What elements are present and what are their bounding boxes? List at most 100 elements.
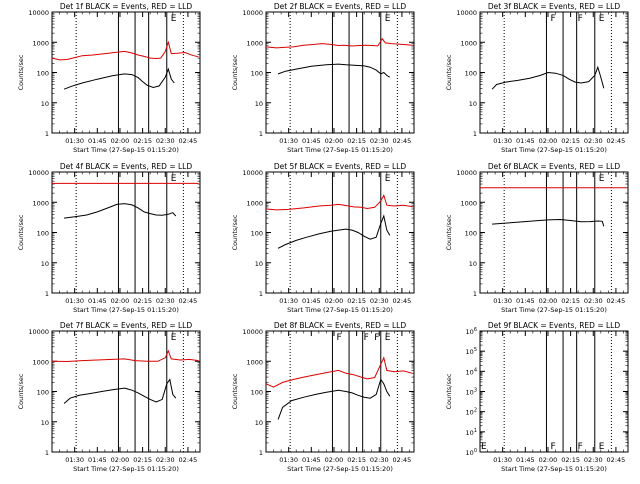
x-axis-label: Start Time (27-Sep-15 01:15:20) [287, 146, 393, 154]
y-tick-label: 10 [255, 100, 263, 108]
x-tick-label: 02:45 [393, 137, 412, 145]
x-tick-label: 01:30 [65, 137, 84, 145]
y-tick-label: 1000 [32, 39, 49, 47]
x-tick-label: 02:15 [347, 137, 366, 145]
x-tick-label: 01:30 [493, 456, 512, 464]
detector-panel-2: Det 2f BLACK = Events, RED = LLD 1 10 100 10… [231, 2, 414, 154]
y-tick-label: 10 [255, 260, 263, 268]
x-tick-label: 02:00 [111, 297, 130, 305]
x-tick-label: 01:45 [302, 297, 321, 305]
panel-title: Det 1f BLACK = Events, RED = LLD [60, 2, 193, 11]
plot-frame [52, 172, 200, 293]
x-tick-label: 02:15 [561, 456, 580, 464]
flag-marker-e: E [385, 333, 391, 343]
panel-title: Det 8f BLACK = Events, RED = LLD [274, 321, 407, 330]
y-axis-label: Counts/sec [231, 54, 239, 90]
flag-marker-f: F [336, 333, 341, 343]
x-axis-label: Start Time (27-Sep-15 01:15:20) [73, 306, 179, 314]
y-tick-label: 1 [473, 130, 477, 138]
x-tick-label: 02:45 [393, 297, 412, 305]
detector-panel-6: Det 6f BLACK = Events, RED = LLD 1 10 100 10… [445, 162, 628, 314]
y-axis-label: Counts/sec [445, 214, 453, 250]
plot-canvas: Det 1f BLACK = Events, RED = LLD11010010… [0, 0, 640, 480]
panel-title: Det 7f BLACK = Events, RED = LLD [60, 321, 193, 330]
detector-panel-7: Det 7f BLACK = Events, RED = LLD 1 10 100 10… [17, 321, 200, 473]
flag-marker-e: E [171, 14, 177, 24]
x-tick-label: 02:15 [133, 297, 152, 305]
y-tick-label: 1000 [460, 199, 477, 207]
flag-marker-f: F [578, 442, 583, 452]
x-tick-label: 01:30 [493, 137, 512, 145]
x-tick-label: 02:45 [607, 137, 626, 145]
y-tick-label: 1 [259, 290, 263, 298]
lld-series-line [52, 42, 199, 60]
x-tick-label: 01:30 [65, 297, 84, 305]
y-tick-label: 104 [466, 367, 477, 376]
x-tick-label: 01:45 [88, 297, 107, 305]
panel-title: Det 2f BLACK = Events, RED = LLD [274, 2, 407, 11]
x-axis-label: Start Time (27-Sep-15 01:15:20) [501, 306, 607, 314]
y-tick-label: 105 [466, 347, 477, 356]
x-tick-label: 01:45 [88, 137, 107, 145]
y-tick-label: 100 [37, 70, 49, 78]
y-tick-label: 10000 [28, 9, 49, 17]
plot-frame [480, 331, 628, 452]
y-tick-label: 10 [41, 260, 49, 268]
y-tick-label: 103 [466, 388, 477, 397]
y-tick-label: 1000 [32, 358, 49, 366]
x-tick-label: 02:30 [584, 456, 603, 464]
x-tick-label: 01:45 [516, 456, 535, 464]
y-tick-label: 1000 [32, 199, 49, 207]
flag-marker-e: E [385, 174, 391, 184]
x-tick-label: 02:00 [325, 137, 344, 145]
plot-frame [480, 12, 628, 133]
events-series-line [278, 64, 390, 77]
flag-marker-f: F [578, 14, 583, 24]
flag-marker-f: F [550, 442, 555, 452]
x-tick-label: 02:30 [156, 137, 175, 145]
y-tick-label: 1 [45, 290, 49, 298]
events-series-line [278, 216, 390, 248]
y-tick-label: 1000 [460, 39, 477, 47]
y-tick-label: 10000 [456, 9, 477, 17]
y-tick-label: 102 [466, 408, 477, 417]
y-tick-label: 1000 [246, 39, 263, 47]
y-tick-label: 1 [473, 290, 477, 298]
flag-marker-f: F [550, 14, 555, 24]
x-tick-label: 01:45 [302, 137, 321, 145]
detector-plot-grid: Det 1f BLACK = Events, RED = LLD 1 10 100 10… [0, 0, 640, 480]
x-tick-label: 02:30 [156, 456, 175, 464]
detector-panel-4: Det 4f BLACK = Events, RED = LLD 1 10 100 10… [17, 162, 200, 314]
flag-marker-e: E [171, 333, 177, 343]
x-tick-label: 01:45 [302, 456, 321, 464]
y-axis-label: Counts/sec [17, 373, 25, 409]
detector-panel-1: Det 1f BLACK = Events, RED = LLD 1 10 100 10… [17, 2, 200, 154]
y-axis-label: Counts/sec [17, 54, 25, 90]
x-tick-label: 02:15 [347, 297, 366, 305]
x-tick-label: 02:45 [179, 456, 198, 464]
y-axis-label: Counts/sec [231, 373, 239, 409]
flag-marker-e: E [481, 442, 487, 452]
x-tick-label: 02:00 [325, 297, 344, 305]
lld-series-line [52, 351, 199, 362]
lld-series-line [266, 358, 413, 387]
x-axis-label: Start Time (27-Sep-15 01:15:20) [501, 465, 607, 473]
panel-title: Det 6f BLACK = Events, RED = LLD [488, 162, 621, 171]
y-tick-label: 1 [259, 449, 263, 457]
x-tick-label: 01:45 [516, 137, 535, 145]
lld-series-line [266, 39, 413, 48]
x-tick-label: 02:15 [347, 456, 366, 464]
x-tick-label: 02:15 [133, 137, 152, 145]
flag-marker-e: E [385, 14, 391, 24]
x-tick-label: 02:30 [156, 297, 175, 305]
x-tick-label: 02:00 [111, 137, 130, 145]
events-series-line [64, 380, 176, 404]
x-axis-label: Start Time (27-Sep-15 01:15:20) [501, 146, 607, 154]
y-tick-label: 10 [469, 100, 477, 108]
y-tick-label: 10000 [242, 9, 263, 17]
y-tick-label: 101 [466, 428, 477, 437]
flag-marker-e: E [599, 174, 605, 184]
flag-marker-e: E [171, 174, 177, 184]
detector-panel-3: Det 3f BLACK = Events, RED = LLD 1 10 100 10… [445, 2, 628, 154]
plot-frame [266, 331, 414, 452]
